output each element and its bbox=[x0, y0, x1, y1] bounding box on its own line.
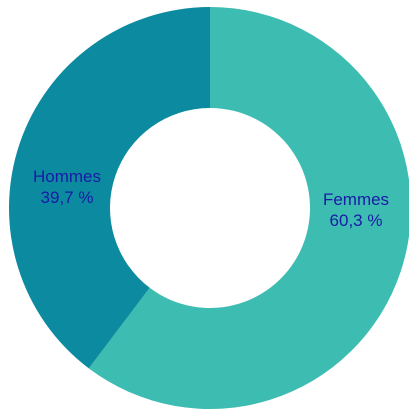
slice-label-hommes: Hommes 39,7 % bbox=[14, 166, 120, 208]
slice-label-femmes-category: Femmes bbox=[322, 190, 390, 209]
slice-label-femmes-value: 60,3 % bbox=[329, 211, 383, 230]
slice-label-hommes-category: Hommes bbox=[32, 167, 101, 186]
slice-label-femmes: Femmes 60,3 % bbox=[303, 189, 409, 231]
slice-label-hommes-value: 39,7 % bbox=[40, 188, 94, 207]
donut-slice-hommes bbox=[9, 7, 211, 369]
donut-slice-femmes bbox=[88, 7, 409, 409]
